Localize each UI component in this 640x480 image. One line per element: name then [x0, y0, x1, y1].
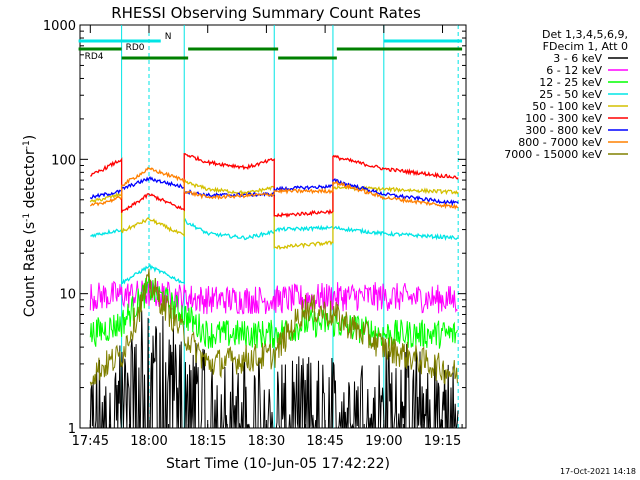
series-7000-15000-keV: [89, 268, 458, 387]
y-tick-label: 10: [59, 288, 76, 303]
flag-rd4: RD4: [85, 52, 337, 62]
series-line: [90, 153, 459, 218]
y-tick-label: 1: [68, 422, 76, 437]
x-tick-label: 19:15: [424, 434, 461, 449]
y-axis-label-main: Count Rate (s: [22, 222, 38, 317]
legend-label: 3 - 6 keV: [553, 52, 602, 65]
y-axis-label-sup1: -1: [22, 213, 32, 222]
series-line: [89, 280, 458, 315]
flag-n: N: [78, 32, 463, 43]
y-axis-label-sup2: -1: [22, 140, 32, 149]
y-axis-label: Count Rate (s-1 detector-1): [22, 135, 38, 317]
x-axis-label: Start Time (10-Jun-05 17:42:22): [166, 456, 390, 472]
chart-title: RHESSI Observing Summary Count Rates: [111, 4, 421, 22]
legend-label: 300 - 800 keV: [525, 124, 602, 137]
axes-layer: 17:45 18:00 18:15 18:30 18:45 19:00 19:15 1 10 10…: [43, 19, 466, 449]
series-100-300-keV: [90, 153, 459, 218]
x-tick-label: 18:45: [306, 434, 343, 449]
legend: Det 1,3,4,5,6,9,FDecim 1, Att 03 - 6 keV…: [504, 28, 628, 161]
x-tick-label: 17:45: [72, 434, 109, 449]
legend-label: 6 - 12 keV: [546, 64, 602, 77]
series-line: [89, 268, 458, 387]
x-tick-label: 18:00: [130, 434, 167, 449]
flags-layer: N RD0 RD4: [78, 32, 463, 62]
flag-label: RD0: [126, 43, 145, 53]
series-line: [89, 166, 459, 210]
y-tick-label: 100: [51, 153, 76, 168]
flag-label: RD4: [85, 52, 104, 62]
legend-label: 12 - 25 keV: [539, 76, 602, 89]
series-3-6-keV: [89, 310, 459, 430]
series-6-12-keV: [89, 280, 458, 315]
series-layer: [89, 153, 459, 430]
legend-label: 7000 - 15000 keV: [504, 148, 602, 161]
series-800-7000-keV: [89, 166, 459, 210]
legend-label: 25 - 50 keV: [539, 88, 602, 101]
legend-label: 800 - 7000 keV: [518, 136, 602, 149]
x-tick-label: 18:15: [189, 434, 226, 449]
legend-label: 50 - 100 keV: [532, 100, 602, 113]
y-axis-label-end: ): [22, 135, 38, 140]
legend-header-line: FDecim 1, Att 0: [543, 40, 628, 53]
flag-label: N: [165, 32, 172, 42]
x-tick-label: 18:30: [248, 434, 285, 449]
footer-date: 17-Oct-2021 14:18: [560, 467, 636, 476]
flag-rd0: RD0: [78, 43, 463, 53]
y-tick-label: 1000: [43, 19, 76, 34]
y-axis-label-mid: detector: [22, 149, 38, 213]
x-tick-label: 19:00: [365, 434, 402, 449]
series-line: [89, 310, 459, 430]
legend-header-line: Det 1,3,4,5,6,9,: [542, 28, 628, 41]
legend-label: 100 - 300 keV: [525, 112, 602, 125]
